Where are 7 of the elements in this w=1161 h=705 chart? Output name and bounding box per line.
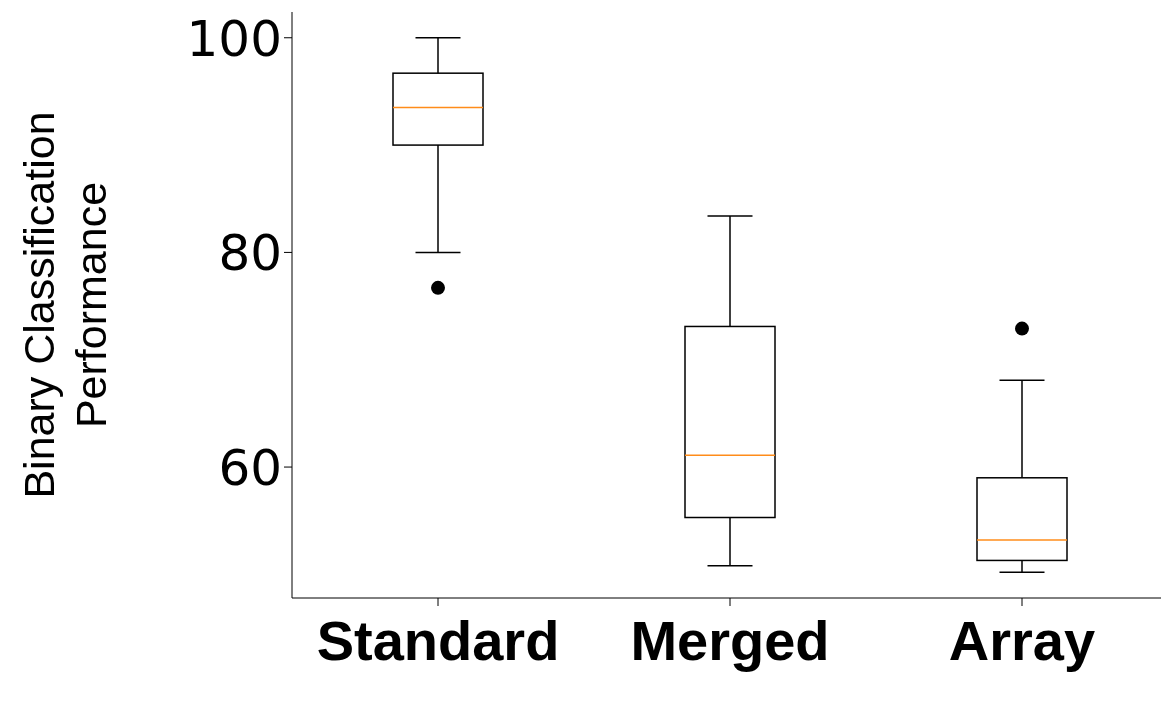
y-tick-label: 60 — [218, 438, 282, 497]
x-tick-label: Array — [948, 608, 1096, 672]
x-tick-label: Standard — [316, 608, 560, 672]
x-tick-label: Merged — [630, 608, 830, 672]
y-tick-label: 100 — [186, 9, 282, 68]
y-axis-title: Binary Classification Performance — [14, 110, 116, 501]
y-tick-label: 80 — [218, 224, 282, 283]
